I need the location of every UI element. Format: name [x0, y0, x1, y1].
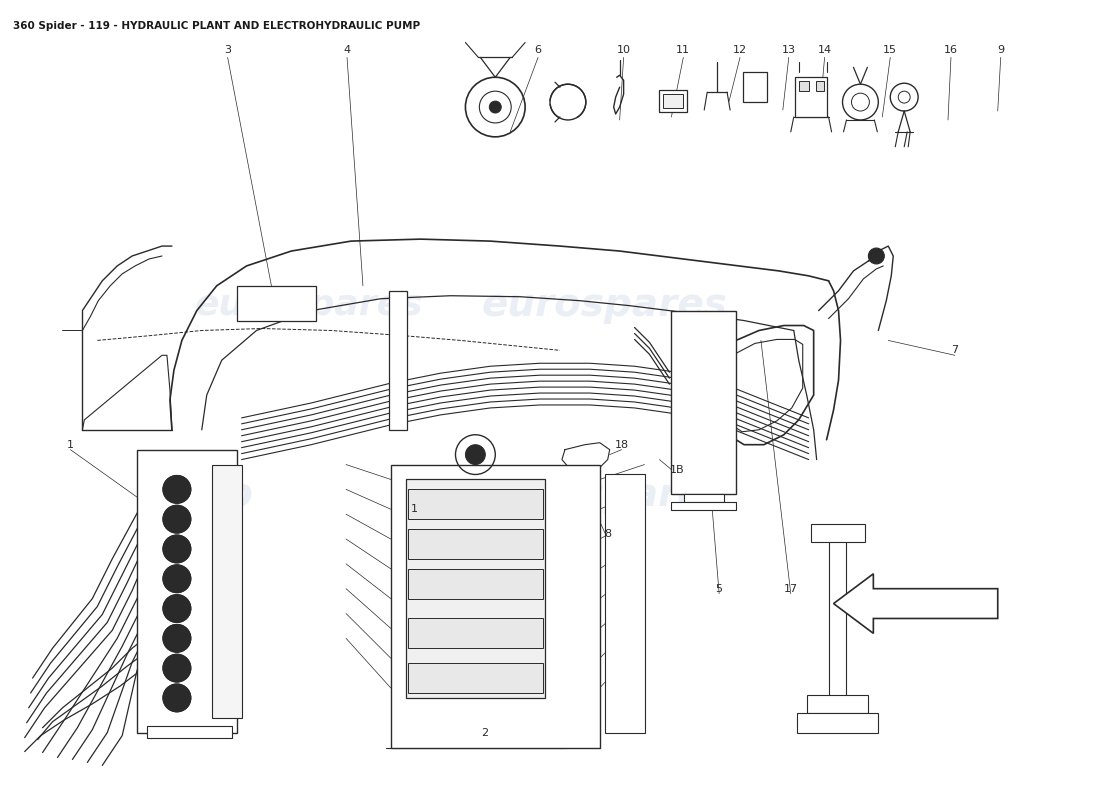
- Circle shape: [163, 535, 190, 563]
- Circle shape: [163, 684, 190, 712]
- FancyBboxPatch shape: [742, 72, 767, 102]
- FancyBboxPatch shape: [816, 82, 824, 91]
- Text: 17: 17: [783, 584, 798, 594]
- Text: 7: 7: [952, 346, 958, 355]
- Circle shape: [490, 101, 502, 113]
- Circle shape: [465, 445, 485, 465]
- Circle shape: [675, 372, 693, 390]
- Text: 1: 1: [411, 504, 418, 514]
- Text: 18: 18: [615, 440, 629, 450]
- FancyBboxPatch shape: [828, 529, 847, 698]
- FancyBboxPatch shape: [605, 474, 645, 733]
- Circle shape: [163, 625, 190, 652]
- Text: euro: euro: [146, 474, 253, 516]
- Text: 13: 13: [782, 46, 795, 55]
- Circle shape: [675, 410, 693, 428]
- Circle shape: [169, 572, 184, 586]
- FancyBboxPatch shape: [799, 82, 808, 91]
- Text: 2: 2: [481, 728, 488, 738]
- Circle shape: [163, 565, 190, 593]
- FancyBboxPatch shape: [408, 618, 543, 648]
- Circle shape: [414, 668, 433, 688]
- FancyBboxPatch shape: [811, 524, 866, 542]
- Text: 14: 14: [817, 46, 832, 55]
- Text: 4: 4: [343, 46, 351, 55]
- Text: 15: 15: [883, 46, 898, 55]
- FancyBboxPatch shape: [147, 726, 232, 738]
- FancyBboxPatch shape: [408, 490, 543, 519]
- Text: 1: 1: [67, 440, 74, 450]
- Text: 3: 3: [224, 46, 231, 55]
- FancyBboxPatch shape: [138, 450, 236, 733]
- Text: 6: 6: [535, 46, 541, 55]
- Text: 9: 9: [997, 46, 1004, 55]
- Text: 12: 12: [733, 46, 747, 55]
- FancyBboxPatch shape: [796, 713, 878, 733]
- Circle shape: [868, 248, 884, 264]
- FancyBboxPatch shape: [406, 479, 544, 698]
- Circle shape: [260, 296, 274, 310]
- Circle shape: [169, 661, 184, 675]
- Text: 5: 5: [716, 584, 723, 594]
- FancyBboxPatch shape: [795, 78, 826, 117]
- Text: 16: 16: [944, 46, 958, 55]
- Text: 360 Spider - 119 - HYDRAULIC PLANT AND ELECTROHYDRAULIC PUMP: 360 Spider - 119 - HYDRAULIC PLANT AND E…: [13, 21, 420, 30]
- Circle shape: [169, 482, 184, 496]
- Circle shape: [414, 574, 433, 594]
- FancyBboxPatch shape: [663, 94, 683, 108]
- Text: eurospares: eurospares: [195, 288, 424, 322]
- FancyBboxPatch shape: [671, 502, 736, 510]
- FancyBboxPatch shape: [408, 569, 543, 598]
- Text: 8: 8: [604, 529, 612, 539]
- Circle shape: [414, 623, 433, 643]
- Circle shape: [276, 296, 290, 310]
- Circle shape: [675, 334, 693, 352]
- Polygon shape: [834, 574, 998, 634]
- Circle shape: [163, 475, 190, 503]
- Circle shape: [169, 631, 184, 646]
- Circle shape: [414, 534, 433, 554]
- FancyBboxPatch shape: [408, 529, 543, 559]
- Circle shape: [169, 512, 184, 526]
- Circle shape: [163, 654, 190, 682]
- FancyBboxPatch shape: [684, 494, 724, 502]
- Circle shape: [163, 506, 190, 533]
- Circle shape: [414, 494, 433, 514]
- FancyBboxPatch shape: [408, 663, 543, 693]
- Circle shape: [169, 691, 184, 705]
- Circle shape: [243, 296, 256, 310]
- FancyBboxPatch shape: [211, 465, 242, 718]
- Text: eurospares: eurospares: [482, 476, 727, 514]
- FancyBboxPatch shape: [671, 310, 736, 494]
- FancyBboxPatch shape: [390, 465, 600, 747]
- FancyBboxPatch shape: [806, 695, 868, 713]
- Circle shape: [169, 602, 184, 615]
- Circle shape: [675, 448, 693, 466]
- Text: 11: 11: [676, 46, 691, 55]
- FancyBboxPatch shape: [236, 286, 316, 321]
- Circle shape: [294, 296, 307, 310]
- Text: 1B: 1B: [670, 465, 684, 474]
- Circle shape: [169, 542, 184, 556]
- FancyBboxPatch shape: [388, 290, 407, 430]
- FancyBboxPatch shape: [659, 90, 688, 112]
- Text: 10: 10: [617, 46, 630, 55]
- Text: eurospares: eurospares: [482, 286, 727, 324]
- Circle shape: [163, 594, 190, 622]
